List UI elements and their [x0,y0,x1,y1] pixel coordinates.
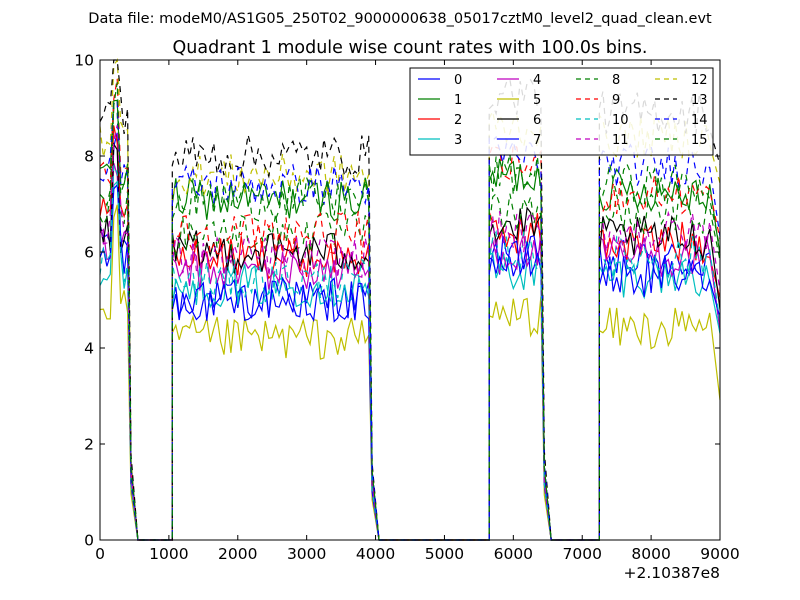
legend-label-3: 3 [454,133,462,148]
series-line-12 [99,58,721,541]
legend-label-12: 12 [691,73,708,88]
legend-label-13: 13 [691,93,708,108]
legend-label-0: 0 [454,73,462,88]
legend-label-10: 10 [612,113,629,128]
x-tick-label: 2000 [218,545,257,563]
legend-label-8: 8 [612,73,620,88]
series-line-3 [99,180,721,541]
series-line-5 [99,204,721,541]
legend-label-4: 4 [533,73,541,88]
legend-label-9: 9 [612,93,620,108]
y-tick-label: 10 [74,52,94,70]
series-line-11 [99,125,721,541]
x-tick-label: 6000 [494,545,533,563]
chart-suptitle: Data file: modeM0/AS1G05_250T02_90000006… [88,11,712,27]
series-line-9 [99,78,721,541]
legend-label-1: 1 [454,93,462,108]
series-line-7 [99,183,721,541]
x-tick-label: 1000 [149,545,188,563]
plot-frame [99,59,721,541]
x-tick-label: 5000 [425,545,464,563]
series-line-10 [99,165,721,541]
series-line-2 [99,125,721,541]
x-tick-label: 7000 [562,545,601,563]
legend-label-11: 11 [612,133,629,148]
x-tick-label: 3000 [287,545,326,563]
x-tick-label: 8000 [631,545,670,563]
y-tick-label: 4 [84,340,94,358]
series-line-6 [99,142,721,541]
legend-label-5: 5 [533,93,541,108]
legend-label-7: 7 [533,133,541,148]
x-offset-label: +2.10387e8 [624,564,720,582]
y-tick-label: 6 [84,244,94,262]
series-line-13 [99,59,721,541]
series-line-4 [99,162,721,541]
y-tick-label: 0 [84,532,94,550]
legend-label-6: 6 [533,113,541,128]
legend-label-15: 15 [691,133,708,148]
axis-ticks: 0 1000 2000 3000 4000 5000 6000 7000 8000 9000 0 2 4… [74,52,739,564]
legend-label-2: 2 [454,113,462,128]
x-tick-label: 0 [95,545,105,563]
series-layer [99,58,721,541]
series-line-8 [99,106,721,541]
chart-title: Quadrant 1 module wise count rates with … [173,38,648,58]
legend-frame [409,67,714,156]
legend-label-14: 14 [691,113,708,128]
x-tick-label: 9000 [700,545,739,563]
series-line-15 [99,82,721,541]
x-tick-label: 4000 [356,545,395,563]
y-tick-label: 2 [84,436,94,454]
y-tick-label: 8 [84,148,94,166]
